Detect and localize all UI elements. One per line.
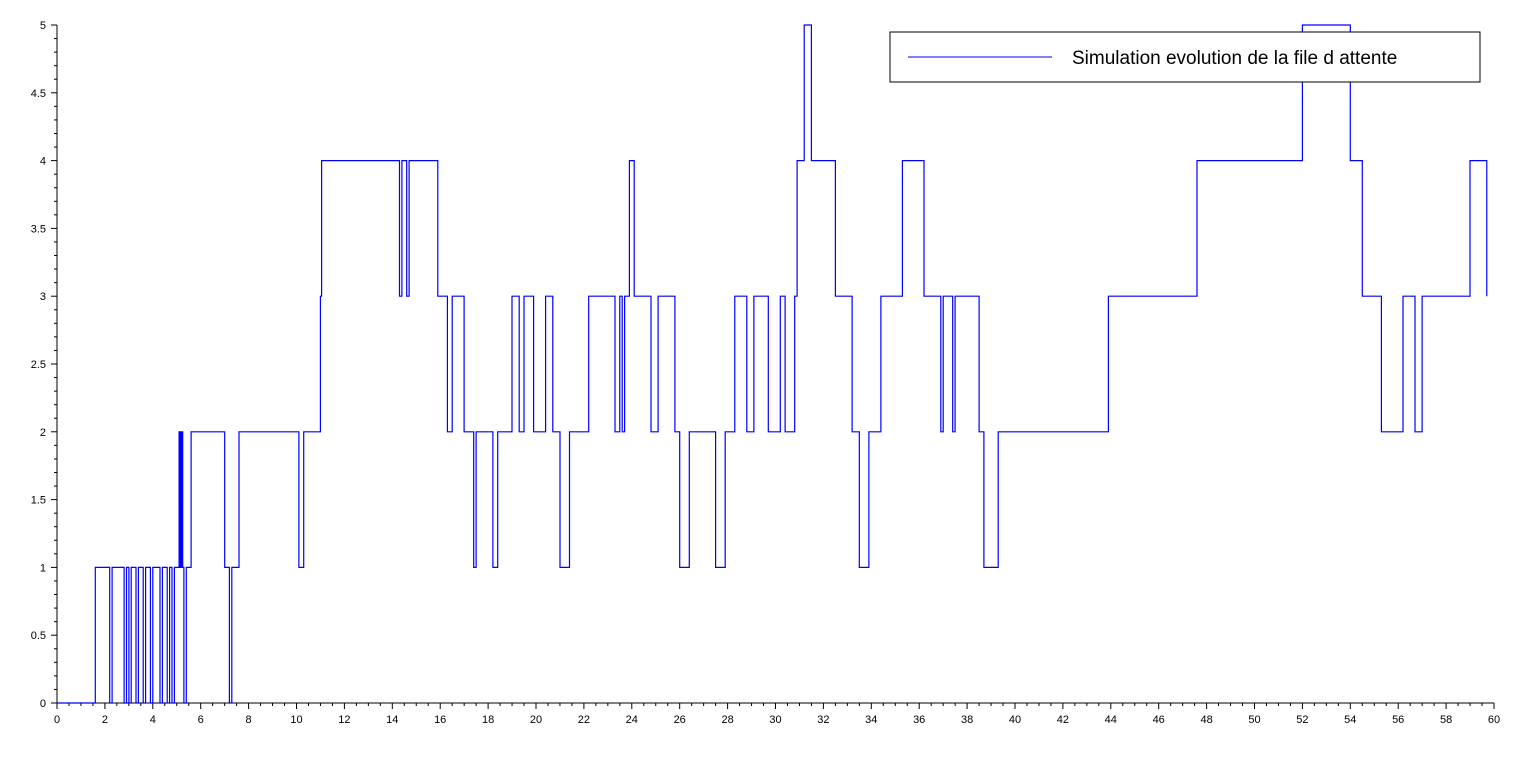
x-tick-label: 26	[674, 714, 686, 726]
y-tick-label: 2	[40, 427, 46, 439]
x-tick-label: 50	[1248, 714, 1260, 726]
x-tick-label: 46	[1153, 714, 1165, 726]
y-tick-label: 1.5	[31, 495, 46, 507]
y-tick-label: 0.5	[31, 630, 46, 642]
x-tick-label: 24	[626, 714, 638, 726]
y-tick-label: 3.5	[31, 223, 46, 235]
x-tick-label: 30	[769, 714, 781, 726]
legend-label: Simulation evolution de la file d attent…	[1072, 48, 1397, 69]
y-tick-label: 5	[40, 20, 46, 32]
x-tick-label: 36	[913, 714, 925, 726]
x-tick-label: 54	[1344, 714, 1356, 726]
y-tick-label: 1	[40, 562, 46, 574]
y-tick-label: 0	[40, 698, 46, 710]
x-tick-label: 4	[150, 714, 156, 726]
x-tick-label: 38	[961, 714, 973, 726]
x-tick-label: 42	[1057, 714, 1069, 726]
x-tick-label: 14	[386, 714, 398, 726]
x-tick-label: 48	[1200, 714, 1212, 726]
y-tick-label: 4	[40, 156, 46, 168]
x-tick-label: 2	[102, 714, 108, 726]
x-tick-label: 6	[198, 714, 204, 726]
x-tick-label: 12	[338, 714, 350, 726]
x-tick-label: 22	[578, 714, 590, 726]
x-tick-label: 58	[1440, 714, 1452, 726]
axes: 0 2 4 6 8 10 12 14 16 18 20 22 24 26 28 30 32 34 36 38 40 42 4…	[31, 20, 1500, 726]
x-tick-label: 10	[290, 714, 302, 726]
x-tick-label: 20	[530, 714, 542, 726]
x-tick-label: 40	[1009, 714, 1021, 726]
x-tick-label: 44	[1105, 714, 1117, 726]
y-tick-label: 4.5	[31, 88, 46, 100]
x-tick-label: 34	[865, 714, 877, 726]
y-tick-label: 2.5	[31, 359, 46, 371]
x-tick-label: 32	[817, 714, 829, 726]
y-tick-label: 3	[40, 291, 46, 303]
series-layer	[57, 24, 1488, 704]
x-tick-label: 18	[482, 714, 494, 726]
series-line	[57, 24, 1488, 704]
x-tick-label: 56	[1392, 714, 1404, 726]
x-tick-label: 0	[54, 714, 60, 726]
x-tick-label: 52	[1296, 714, 1308, 726]
legend: Simulation evolution de la file d attent…	[889, 31, 1481, 83]
x-tick-label: 16	[434, 714, 446, 726]
x-tick-label: 28	[721, 714, 733, 726]
x-tick-label: 8	[246, 714, 252, 726]
x-tick-label: 60	[1488, 714, 1500, 726]
